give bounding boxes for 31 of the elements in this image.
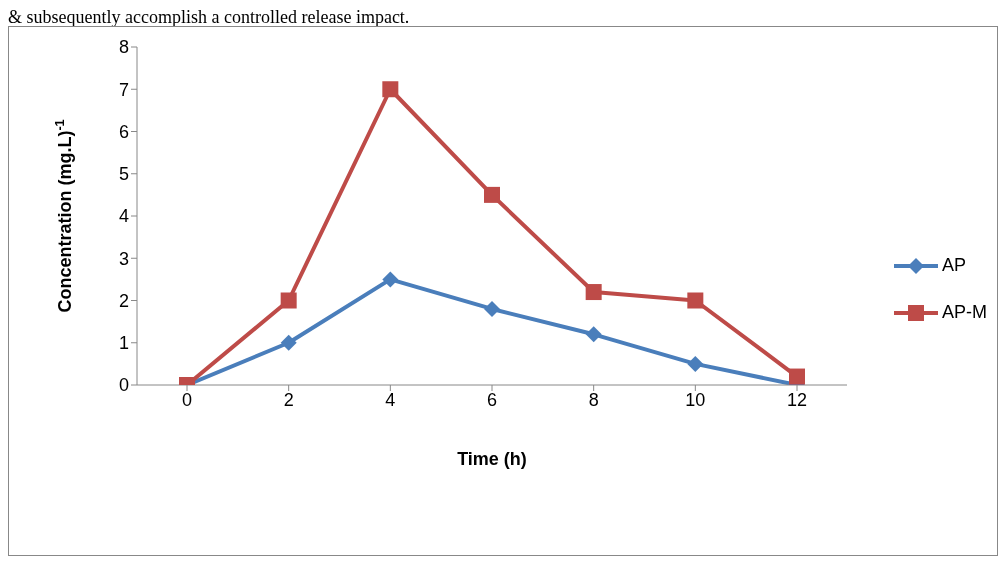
x-tick-label: 6 bbox=[486, 389, 498, 410]
x-tick-label: 8 bbox=[588, 389, 599, 410]
point bbox=[585, 284, 602, 301]
point bbox=[382, 271, 399, 288]
y-tick-label: 1 bbox=[118, 333, 129, 354]
text: & subsequently accomplish a controlled release impact. bbox=[8, 7, 411, 27]
point bbox=[687, 355, 704, 372]
x-tick-label: 12 bbox=[786, 389, 808, 410]
point bbox=[280, 292, 297, 309]
y-tick-label: 5 bbox=[118, 164, 129, 185]
y-tick-label: 7 bbox=[118, 79, 129, 100]
x-tick-label: 0 bbox=[181, 389, 193, 410]
y-tick-label: 6 bbox=[118, 121, 129, 142]
y-tick-label: 2 bbox=[118, 290, 129, 311]
point bbox=[484, 300, 500, 317]
y-tick-label: 3 bbox=[118, 248, 129, 269]
point bbox=[585, 326, 602, 343]
legend-label: AP-M bbox=[942, 302, 987, 323]
point bbox=[687, 292, 704, 309]
y-tick-label: 8 bbox=[118, 37, 129, 58]
point bbox=[789, 368, 805, 385]
point bbox=[382, 81, 399, 98]
legend-label: AP bbox=[942, 255, 967, 276]
point bbox=[484, 186, 500, 203]
y-tick-label: 4 bbox=[118, 206, 129, 227]
x-tick-label: 2 bbox=[283, 389, 294, 410]
y-tick-label: 0 bbox=[118, 375, 129, 396]
x-tick-label: 4 bbox=[385, 389, 396, 410]
x-tick-label: 10 bbox=[685, 389, 706, 410]
point bbox=[280, 334, 297, 351]
x-axis-title: Time (h) bbox=[457, 449, 527, 469]
